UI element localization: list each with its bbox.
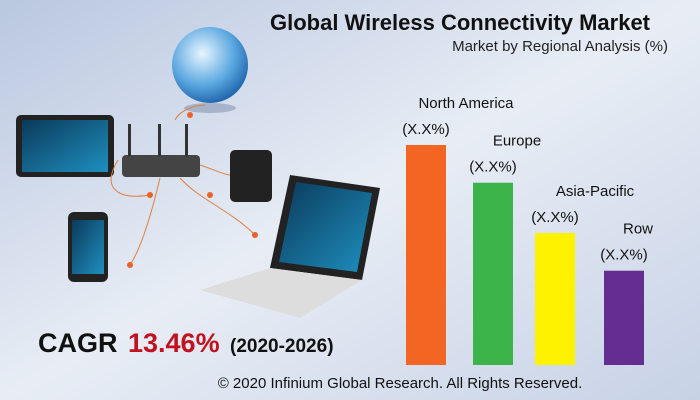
bar bbox=[535, 233, 575, 365]
cagr-label: CAGR bbox=[38, 328, 118, 358]
bar-chart: (X.X%) North America (X.X%) Europe (X.X%) Asi… bbox=[402, 95, 653, 365]
bar bbox=[473, 182, 513, 365]
value-label: (X.X%) bbox=[531, 209, 579, 226]
category-label: Asia-Pacific bbox=[556, 183, 635, 200]
cagr-value: 13.46% bbox=[128, 328, 220, 358]
footer: © 2020 Infinium Global Research. All Rig… bbox=[218, 375, 583, 392]
value-label: (X.X%) bbox=[402, 121, 450, 138]
chart-subtitle: Market by Regional Analysis (%) bbox=[452, 38, 668, 55]
category-label: Europe bbox=[493, 133, 541, 150]
bar bbox=[406, 145, 446, 365]
devices-illustration bbox=[16, 27, 380, 318]
bar bbox=[604, 270, 644, 365]
value-label: (X.X%) bbox=[469, 159, 517, 176]
category-label: Row bbox=[623, 221, 653, 238]
chart-title: Global Wireless Connectivity Market bbox=[270, 10, 651, 35]
value-label: (X.X%) bbox=[600, 247, 648, 264]
cagr-period: (2020-2026) bbox=[230, 336, 334, 357]
category-label: North America bbox=[418, 95, 514, 112]
